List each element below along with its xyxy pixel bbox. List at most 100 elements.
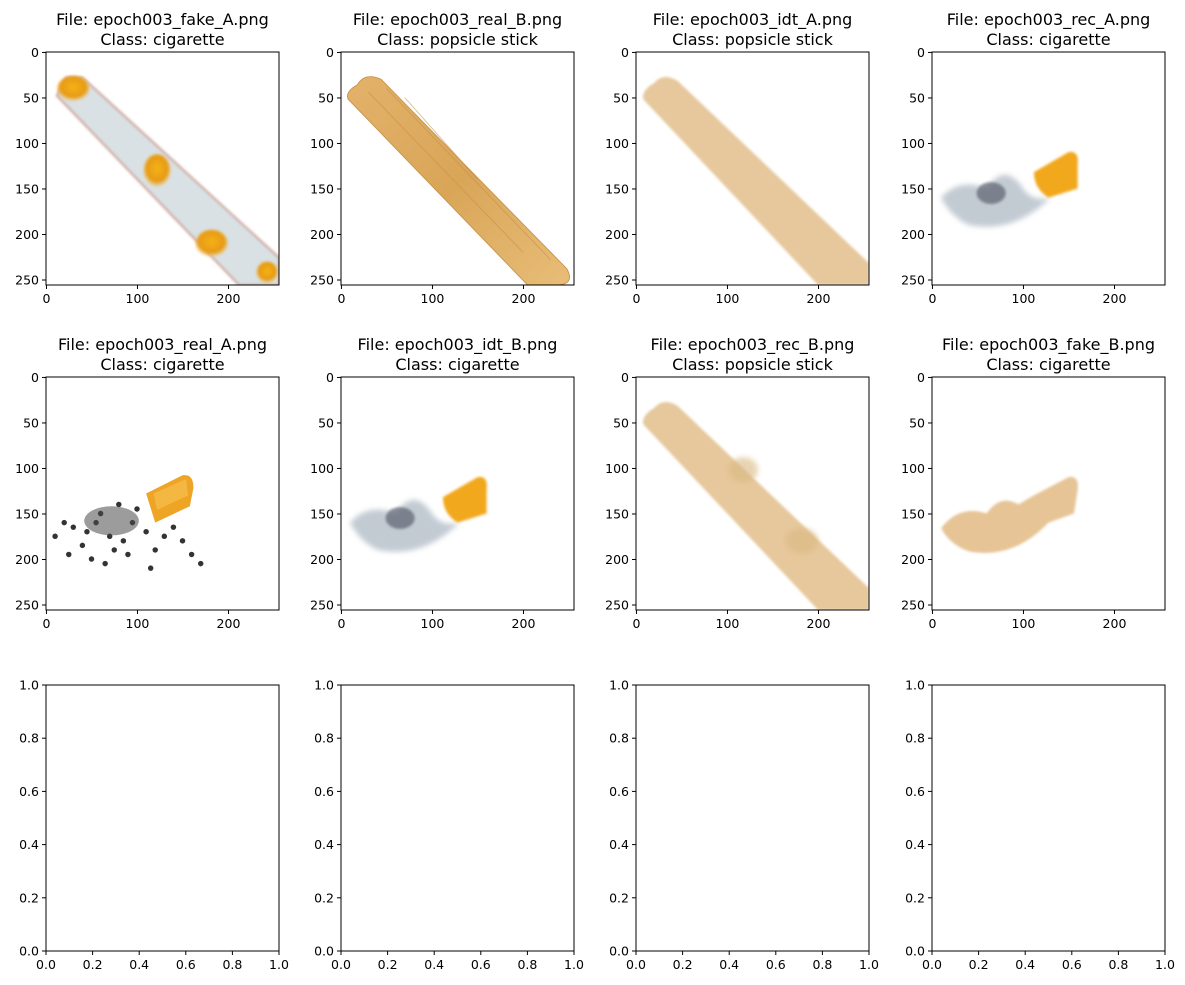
y-tick-label: 50 (613, 415, 629, 430)
y-tick-label: 0.8 (905, 731, 925, 746)
y-tick-label: 250 (605, 597, 629, 612)
y-tick-label: 100 (310, 136, 334, 151)
x-tick-label: 200 (512, 291, 536, 306)
orange-spot (256, 261, 279, 284)
x-tick-label: 100 (126, 291, 150, 306)
ash-dark (385, 507, 415, 529)
ash-dark (976, 182, 1006, 204)
axes-frame (931, 376, 1166, 611)
y-tick-label: 150 (310, 181, 334, 196)
ash-particle (170, 524, 177, 530)
stain (785, 528, 819, 554)
x-tick-label: 0.8 (517, 957, 537, 972)
x-tick-label: 0.6 (176, 957, 196, 972)
orange-spot (143, 153, 171, 187)
subplot-file-title: File: epoch003_idt_B.png (358, 335, 558, 355)
y-tick-label: 50 (909, 415, 925, 430)
y-tick-label: 0.6 (609, 784, 629, 799)
y-tick-label: 50 (23, 415, 39, 430)
y-tick-label: 0.6 (905, 784, 925, 799)
subplot-file-title: File: epoch003_rec_B.png (651, 335, 855, 355)
y-tick-label: 250 (15, 597, 39, 612)
y-tick-label: 100 (605, 136, 629, 151)
subplot-file-title: File: epoch003_fake_A.png (56, 10, 269, 30)
ash-particle (143, 528, 149, 535)
y-tick-label: 0.2 (609, 890, 629, 905)
axes-frame (635, 684, 870, 952)
x-tick-label: 200 (512, 616, 536, 631)
y-tick-label: 150 (15, 181, 39, 196)
y-tick-label: 0 (31, 370, 39, 385)
subplot-file-title: File: epoch003_real_B.png (353, 10, 562, 30)
y-tick-label: 0.6 (314, 784, 334, 799)
ash-particle (102, 560, 108, 567)
y-tick-label: 0.2 (314, 890, 334, 905)
filter-highlight (153, 478, 188, 510)
x-tick-label: 0.0 (331, 957, 351, 972)
cigarette-filter (442, 476, 487, 523)
x-tick-label: 1.0 (564, 957, 584, 972)
subplot-class-title: Class: popsicle stick (377, 30, 538, 49)
y-tick-label: 0.8 (19, 731, 39, 746)
y-tick-label: 100 (901, 461, 925, 476)
subplot-image (341, 52, 574, 285)
ash-particle (61, 519, 67, 526)
x-tick-label: 0.4 (1015, 957, 1035, 972)
x-tick-label: 0.4 (129, 957, 149, 972)
y-tick-label: 50 (23, 90, 39, 105)
ash-particle (79, 542, 86, 549)
x-tick-label: 0.4 (424, 957, 444, 972)
axes-frame (635, 51, 870, 286)
y-tick-label: 0.0 (905, 944, 925, 959)
y-tick-label: 100 (310, 461, 334, 476)
y-tick-label: 50 (909, 90, 925, 105)
ash-particle (197, 560, 204, 567)
ash-pile (84, 506, 139, 536)
x-tick-label: 0 (632, 616, 640, 631)
x-tick-label: 200 (1103, 616, 1127, 631)
subplot-class-title: Class: cigarette (395, 355, 519, 374)
x-tick-label: 100 (1012, 291, 1036, 306)
y-tick-label: 50 (318, 415, 334, 430)
y-tick-label: 0 (917, 45, 925, 60)
y-tick-label: 0.6 (19, 784, 39, 799)
x-tick-label: 0.0 (36, 957, 56, 972)
ash-particle (52, 533, 58, 540)
y-tick-label: 0 (917, 370, 925, 385)
x-tick-label: 0 (42, 291, 50, 306)
subplot-class-title: Class: cigarette (986, 355, 1110, 374)
y-tick-label: 0.4 (905, 837, 925, 852)
x-tick-label: 100 (421, 291, 445, 306)
subplot-image (932, 52, 1165, 285)
y-tick-label: 100 (901, 136, 925, 151)
subplot-image (46, 52, 279, 285)
ash-particle (84, 528, 90, 535)
x-tick-label: 0.8 (1108, 957, 1128, 972)
y-tick-label: 150 (605, 181, 629, 196)
axes-frame (340, 684, 575, 952)
x-tick-label: 0.8 (222, 957, 242, 972)
subplot-image (341, 377, 574, 610)
subplot-class-title: Class: cigarette (100, 355, 224, 374)
x-tick-label: 0.6 (1062, 957, 1082, 972)
ash-particle (188, 551, 195, 558)
axes-frame (340, 376, 575, 611)
tan-blob (941, 476, 1078, 553)
y-tick-label: 0.0 (314, 944, 334, 959)
y-tick-label: 0.4 (609, 837, 629, 852)
x-tick-label: 0.2 (378, 957, 398, 972)
x-tick-label: 0.2 (969, 957, 989, 972)
wood-grain (367, 88, 551, 260)
y-tick-label: 0 (31, 45, 39, 60)
x-tick-label: 0.4 (719, 957, 739, 972)
ash-particle (179, 538, 186, 544)
y-tick-label: 250 (901, 272, 925, 287)
y-tick-label: 1.0 (19, 678, 39, 693)
axes-frame (45, 51, 280, 286)
subplot: 0.0 0.2 0.4 0.6 0.8 1.0 0.0 0.2 0.4 0.6 0.8 1.0 (905, 678, 1175, 973)
y-tick-label: 0.2 (19, 890, 39, 905)
